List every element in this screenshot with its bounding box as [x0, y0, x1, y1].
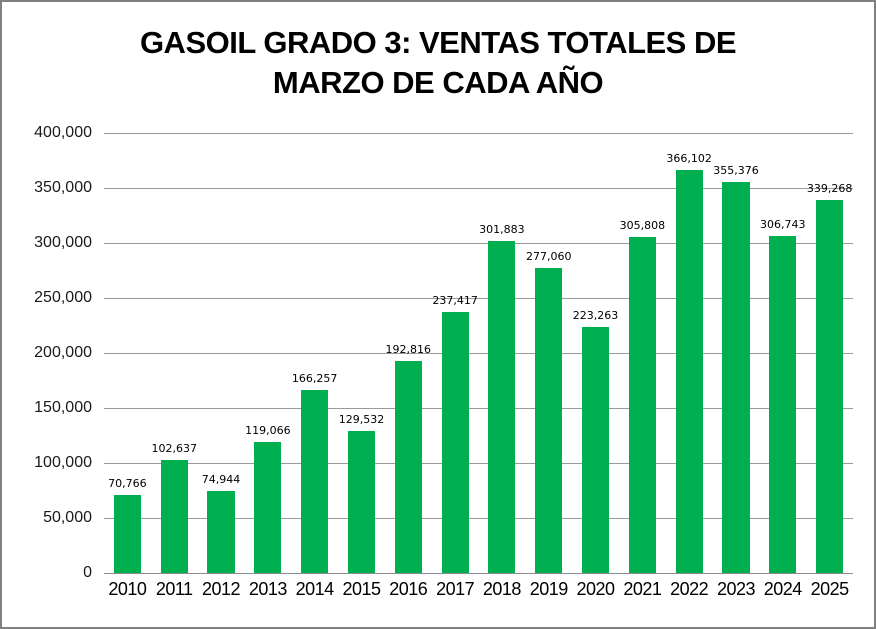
bar-2024 [769, 235, 797, 573]
bar-column-2021: 305,808 [619, 133, 666, 573]
x-tick-label-2024: 2024 [763, 579, 803, 599]
x-tick-label-2018: 2018 [482, 579, 522, 599]
x-tick-label-2010: 2010 [108, 579, 147, 599]
y-tick-label: 0 [83, 564, 92, 581]
bar-column-2023: 355,376 [713, 133, 760, 573]
bar-column-2017: 237,417 [432, 133, 479, 573]
bar-column-2019: 277,060 [525, 133, 572, 573]
bar-column-2010: 70,766 [104, 133, 151, 573]
x-tick-label-2017: 2017 [436, 579, 475, 599]
y-tick-label: 200,000 [34, 344, 92, 361]
gridline [104, 408, 853, 409]
bar-column-2011: 102,637 [151, 133, 198, 573]
x-tick-label-2020: 2020 [576, 579, 616, 599]
bar-value-label-2012: 74,944 [201, 472, 241, 486]
y-tick-label: 50,000 [43, 509, 92, 526]
bar-2021 [628, 236, 656, 573]
gridline [104, 188, 853, 189]
x-tick-label-2016: 2016 [389, 579, 428, 599]
bar-2017 [441, 311, 469, 573]
y-tick-label: 350,000 [34, 179, 92, 196]
bar-value-label-2018: 301,883 [479, 222, 525, 236]
bar-2025 [816, 199, 844, 573]
bar-2019 [535, 268, 563, 573]
bar-2020 [581, 327, 610, 573]
y-tick-label: 300,000 [34, 234, 92, 251]
bar-value-label-2010: 70,766 [108, 477, 147, 491]
gridline [104, 353, 853, 354]
x-tick-label-2022: 2022 [670, 579, 709, 599]
bar-column-2025: 339,268 [806, 133, 853, 573]
bar-value-label-2025: 339,268 [806, 181, 853, 195]
bar-value-label-2017: 237,417 [432, 293, 478, 307]
x-tick-label-2023: 2023 [716, 579, 756, 599]
bar-2015 [347, 430, 376, 573]
y-tick-label: 400,000 [34, 124, 92, 141]
bar-2016 [394, 360, 422, 573]
chart-title-line-2: MARZO DE CADA AÑO [272, 65, 604, 100]
plot-area: 70,766 102,637 74,944 119,066 166,257 129,532… [104, 133, 853, 574]
x-tick-label-2019: 2019 [529, 579, 569, 599]
bar-column-2022: 366,102 [666, 133, 713, 573]
y-axis: 0 50,000 100,000 150,000 200,000 250,000 300,0… [2, 124, 104, 581]
bar-column-2020: 223,263 [572, 133, 619, 573]
bar-2014 [301, 390, 329, 573]
gridline [104, 463, 853, 464]
bar-value-label-2022: 366,102 [666, 152, 712, 166]
gridline [104, 298, 853, 299]
bar-2018 [488, 240, 516, 573]
x-tick-label-2011: 2011 [155, 579, 193, 599]
bar-2013 [254, 442, 282, 573]
bar-value-label-2023: 355,376 [713, 164, 759, 178]
bar-column-2012: 74,944 [198, 133, 245, 573]
x-axis: 2010 2011 2012 2013 2014 2015 2016 2017 2018 2019… [104, 574, 853, 600]
x-tick-label-2015: 2015 [342, 579, 381, 599]
y-tick-label: 100,000 [34, 454, 92, 471]
chart-title: GASOIL GRADO 3: VENTAS TOTALES DE MARZO … [2, 2, 874, 133]
bar-value-label-2020: 223,263 [572, 309, 619, 323]
bar-column-2016: 192,816 [385, 133, 432, 573]
chart-title-line-1: GASOIL GRADO 3: VENTAS TOTALES DE [139, 25, 737, 60]
bar-value-label-2014: 166,257 [291, 372, 338, 386]
chart-body: 0 50,000 100,000 150,000 200,000 250,000 300,0… [2, 124, 874, 581]
gridline [104, 133, 853, 134]
gridline [104, 518, 853, 519]
x-tick-label-2021: 2021 [623, 579, 662, 599]
bar-value-label-2016: 192,816 [385, 342, 432, 356]
bar-value-label-2019: 277,060 [525, 250, 572, 264]
bar-value-label-2024: 306,743 [760, 217, 806, 231]
bar-column-2015: 129,532 [338, 133, 385, 573]
bar-columns: 70,766 102,637 74,944 119,066 166,257 129,532… [104, 133, 853, 573]
x-tick-label-2014: 2014 [295, 579, 335, 599]
bar-2022 [675, 170, 703, 573]
bar-value-label-2013: 119,066 [245, 424, 291, 438]
bar-column-2014: 166,257 [291, 133, 338, 573]
x-tick-label-2025: 2025 [810, 579, 850, 599]
bar-2010 [113, 495, 141, 573]
bar-2011 [160, 460, 188, 573]
bar-column-2013: 119,066 [244, 133, 291, 573]
bar-value-label-2011: 102,637 [151, 442, 197, 456]
x-tick-label-2013: 2013 [248, 579, 288, 599]
bar-value-label-2021: 305,808 [619, 218, 666, 232]
bar-2023 [722, 182, 750, 573]
bar-value-label-2015: 129,532 [338, 412, 385, 426]
bar-column-2018: 301,883 [479, 133, 526, 573]
gridline [104, 243, 853, 244]
y-tick-label: 250,000 [34, 289, 92, 306]
y-tick-label: 150,000 [34, 399, 92, 416]
x-tick-label-2012: 2012 [202, 579, 241, 599]
bar-2012 [207, 490, 235, 573]
bar-column-2024: 306,743 [759, 133, 806, 573]
